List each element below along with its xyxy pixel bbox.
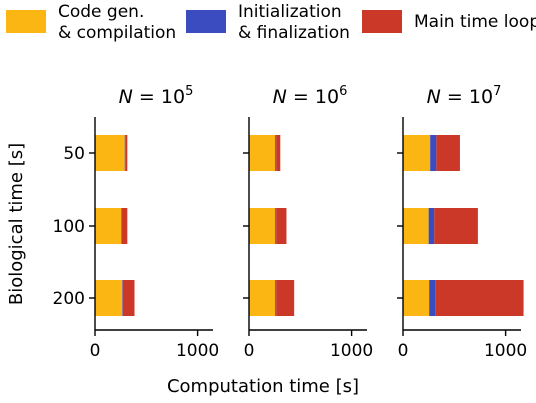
bar-segment	[122, 280, 135, 316]
x-tick-label: 1000	[330, 341, 373, 361]
bar-segment	[276, 135, 281, 171]
y-tick-label: 200	[53, 289, 85, 309]
bar-segment	[275, 135, 277, 171]
panel-title-eq: = 10	[287, 86, 339, 108]
legend-label-code-gen-line1: Code gen.	[58, 2, 144, 22]
bar-segment	[125, 135, 128, 171]
panel-title-var: N	[119, 86, 133, 108]
legend-swatch-initialization	[186, 10, 226, 33]
x-axis-label: Computation time [s]	[167, 376, 359, 397]
bar-segment	[403, 135, 431, 171]
bar-segment	[428, 208, 435, 244]
panel-title: N = 107	[427, 84, 502, 108]
bar-segment	[403, 208, 429, 244]
bar-segment	[121, 208, 128, 244]
x-tick-label: 0	[90, 341, 101, 361]
bar-segment	[95, 280, 123, 316]
x-tick-label: 0	[244, 341, 255, 361]
bar-segment	[275, 280, 277, 316]
panel-title-eq: = 10	[441, 86, 493, 108]
panel-2: N = 106 0 1000	[243, 84, 373, 361]
bar-segment	[121, 208, 122, 244]
legend-label-initialization-line1: Initialization	[238, 2, 342, 22]
panel-title: N = 106	[273, 84, 348, 108]
y-tick-label: 50	[63, 144, 85, 164]
bar-segment	[403, 280, 430, 316]
legend-swatch-main-loop	[362, 10, 402, 33]
legend-label-code-gen-line2: & compilation	[58, 23, 176, 43]
panel-title-var: N	[273, 86, 287, 108]
panel-title-exp: 5	[185, 84, 193, 99]
bar-segment	[276, 208, 287, 244]
bar-segment	[95, 135, 125, 171]
bar-segment	[249, 280, 276, 316]
x-tick-label: 1000	[484, 341, 527, 361]
bar-segment	[434, 208, 478, 244]
bar-segment	[249, 135, 276, 171]
legend-label-main-loop: Main time loop	[414, 12, 536, 32]
panel-title: N = 105	[119, 84, 194, 108]
legend-swatch-code-gen	[6, 10, 46, 33]
y-axis-label: Biological time [s]	[6, 143, 27, 305]
panel-3: N = 107 0 1000	[397, 84, 527, 361]
bar-segment	[124, 135, 126, 171]
bar-segment	[430, 135, 437, 171]
legend: Code gen. & compilation Initialization &…	[6, 2, 536, 43]
y-tick-label: 100	[53, 217, 85, 237]
bar-segment	[429, 280, 436, 316]
bar-segment	[275, 208, 277, 244]
panel-title-exp: 7	[493, 84, 501, 99]
bar-segment	[95, 208, 122, 244]
legend-label-initialization-line2: & finalization	[238, 23, 350, 43]
panel-title-exp: 6	[339, 84, 347, 99]
bar-segment	[249, 208, 276, 244]
bar-segment	[435, 280, 524, 316]
x-tick-label: 1000	[176, 341, 219, 361]
panel-title-var: N	[427, 86, 441, 108]
bar-segment	[122, 280, 123, 316]
panel-title-eq: = 10	[133, 86, 185, 108]
bar-segment	[276, 280, 295, 316]
x-tick-label: 0	[398, 341, 409, 361]
bar-segment	[436, 135, 460, 171]
